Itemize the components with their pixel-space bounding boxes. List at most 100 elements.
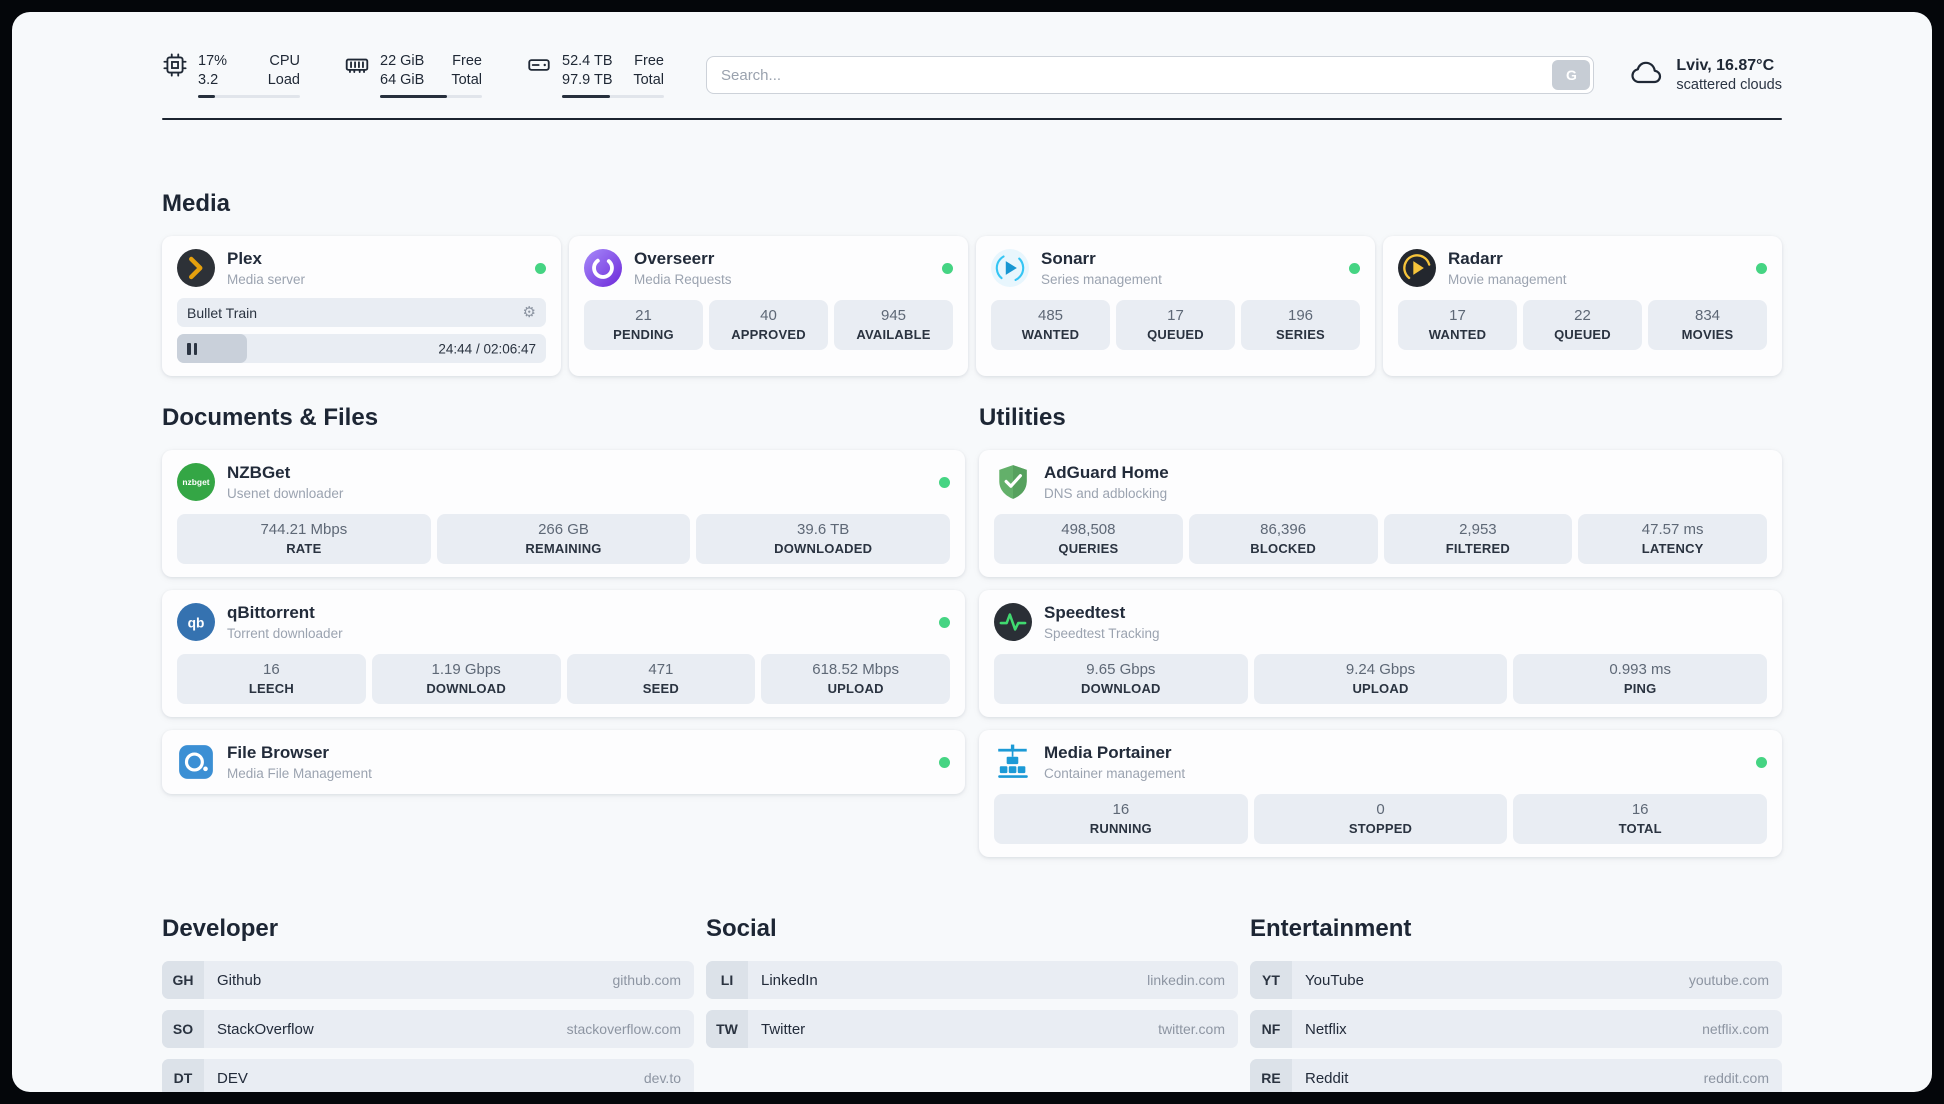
stat-box: 744.21 Mbps RATE [177, 514, 431, 565]
stat-label: SERIES [1276, 327, 1325, 343]
stat-box: 86,396 BLOCKED [1188, 514, 1378, 565]
app-card-qbittorrent[interactable]: qb qBittorrent Torrent downloader 16 [162, 590, 965, 718]
bookmark-abbr: LI [706, 961, 748, 1000]
stat-label: DOWNLOAD [1081, 681, 1161, 697]
status-dot [1756, 262, 1767, 274]
app-card-overseerr[interactable]: Overseerr Media Requests 21 PENDING 40 A… [569, 236, 968, 377]
filebrowser-icon [177, 743, 215, 781]
stat-box: 834 MOVIES [1648, 300, 1767, 351]
stat-label: RUNNING [1089, 821, 1152, 837]
stat-value: 1.19 Gbps [431, 661, 501, 679]
app-card-speedtest[interactable]: Speedtest Speedtest Tracking 9.65 Gbps D… [979, 590, 1782, 718]
status-dot [939, 756, 950, 768]
ram-usage-bar-fill [380, 95, 448, 99]
bookmark-abbr: NF [1250, 1010, 1292, 1049]
section-utilities: Utilities [979, 404, 1782, 858]
player-time: 24:44 / 02:06:47 [438, 341, 536, 357]
section-title-social: Social [706, 915, 777, 943]
stat-label: LATENCY [1641, 541, 1704, 557]
stat-label: STOPPED [1348, 821, 1413, 837]
stat-label: DOWNLOAD [426, 681, 506, 697]
bookmark-name: Reddit [1305, 1069, 1349, 1087]
nzbget-icon: nzbget [177, 463, 215, 502]
bookmark-name: Netflix [1305, 1020, 1347, 1038]
stat-box: 945 AVAILABLE [834, 300, 953, 351]
bookmark-twitter[interactable]: TW Twitter twitter.com [706, 1010, 1238, 1049]
stat-box: 498,508 QUERIES [994, 514, 1183, 565]
bookmark-reddit[interactable]: RE Reddit reddit.com [1250, 1059, 1782, 1092]
disk-free-label: Free [634, 53, 664, 69]
bookmark-url: stackoverflow.com [566, 1021, 681, 1038]
bookmark-abbr: SO [162, 1010, 204, 1049]
stat-box: 40 APPROVED [709, 300, 828, 351]
ram-usage-bar [380, 95, 482, 99]
stat-label: QUERIES [1058, 541, 1119, 557]
bookmark-dev[interactable]: DT DEV dev.to [162, 1059, 694, 1092]
bookmark-abbr: GH [162, 961, 204, 1000]
search-input[interactable] [706, 56, 1595, 95]
stat-box: 39.6 TB DOWNLOADED [696, 514, 951, 565]
speedtest-icon [994, 603, 1032, 642]
stat-value: 196 [1287, 307, 1314, 325]
stat-value: 9.65 Gbps [1086, 661, 1156, 679]
app-card-nzbget[interactable]: nzbget NZBGet Usenet downloader 744.21 M… [162, 450, 965, 578]
app-card-sonarr[interactable]: Sonarr Series management 485 WANTED 17 Q… [976, 236, 1375, 377]
app-card-radarr[interactable]: Radarr Movie management 17 WANTED 22 QUE… [1383, 236, 1782, 377]
app-card-filebrowser[interactable]: File Browser Media File Management [162, 730, 965, 795]
bookmark-url: dev.to [643, 1070, 681, 1087]
bookmark-group-developer: Developer GH Github github.com SO StackO… [162, 915, 694, 1092]
bookmark-url: youtube.com [1688, 972, 1769, 989]
stat-label: BLOCKED [1250, 541, 1316, 557]
app-name: Plex [227, 249, 262, 269]
stat-box: 16 RUNNING [994, 794, 1248, 845]
bookmark-name: StackOverflow [217, 1020, 314, 1038]
stat-label: QUEUED [1554, 327, 1611, 343]
stat-label: UPLOAD [1352, 681, 1409, 697]
app-subtitle: Media File Management [227, 766, 372, 782]
weather-condition: scattered clouds [1676, 77, 1782, 94]
bookmark-linkedin[interactable]: LI LinkedIn linkedin.com [706, 961, 1238, 1000]
pause-button[interactable] [187, 342, 197, 355]
weather-location: Lviv, 16.87°C [1676, 57, 1775, 75]
app-name: Media Portainer [1044, 743, 1172, 763]
stat-value: 21 [635, 307, 652, 325]
app-name: Radarr [1448, 249, 1503, 269]
radarr-icon [1398, 249, 1436, 288]
stat-box: 266 GB REMAINING [436, 514, 691, 565]
gear-icon[interactable]: ⚙ [522, 304, 536, 322]
stat-value: 498,508 [1061, 521, 1116, 539]
stat-box: 471 SEED [566, 654, 756, 705]
section-title-utilities: Utilities [979, 404, 1066, 432]
svg-text:qb: qb [188, 616, 205, 631]
stat-box: 22 QUEUED [1523, 300, 1642, 351]
cpu-icon [162, 52, 188, 78]
cpu-load-label: Load [267, 72, 300, 89]
bookmark-netflix[interactable]: NF Netflix netflix.com [1250, 1010, 1782, 1049]
status-dot [1756, 756, 1767, 768]
bookmark-youtube[interactable]: YT YouTube youtube.com [1250, 961, 1782, 1000]
app-name: qBittorrent [227, 603, 315, 623]
bookmark-url: linkedin.com [1147, 972, 1225, 989]
sonarr-icon [991, 249, 1029, 288]
plex-icon [177, 249, 215, 288]
app-card-plex[interactable]: Plex Media server Bullet Train ⚙ 24:44 /… [162, 236, 561, 377]
status-dot [535, 262, 546, 274]
bookmark-abbr: TW [706, 1010, 748, 1049]
stat-box: 17 WANTED [1398, 300, 1517, 351]
stat-box: 16 LEECH [177, 654, 366, 705]
bookmark-stackoverflow[interactable]: SO StackOverflow stackoverflow.com [162, 1010, 694, 1049]
ram-total-label: Total [451, 72, 482, 89]
stat-value: 39.6 TB [797, 521, 850, 539]
stat-value: 16 [1112, 801, 1130, 819]
stat-box: 485 WANTED [991, 300, 1110, 351]
search-provider-button[interactable]: G [1552, 60, 1591, 91]
bookmark-github[interactable]: GH Github github.com [162, 961, 694, 1000]
section-title-entertainment: Entertainment [1250, 915, 1412, 943]
stat-value: 17 [1449, 307, 1466, 325]
app-card-portainer[interactable]: Media Portainer Container management 16 … [979, 730, 1782, 858]
system-monitors: 17% 3.2 CPU Load [162, 52, 664, 99]
bookmark-abbr: RE [1250, 1059, 1292, 1092]
status-dot [1349, 262, 1360, 274]
app-card-adguard[interactable]: AdGuard Home DNS and adblocking 498,508 … [979, 450, 1782, 578]
app-name: Speedtest [1044, 603, 1126, 623]
